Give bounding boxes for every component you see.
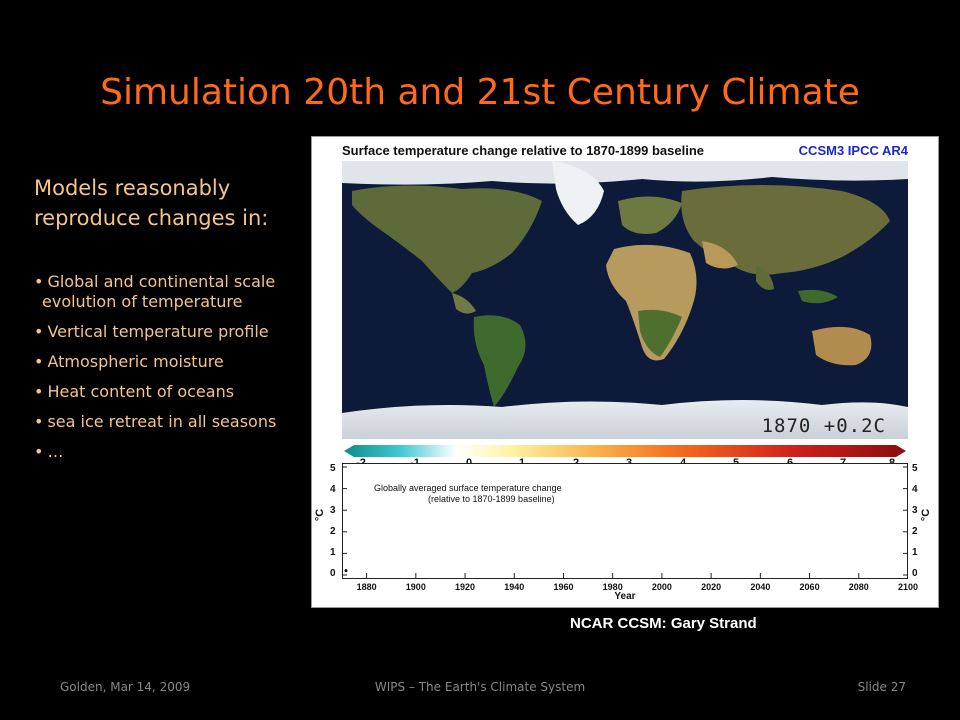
bullet-glyph: • — [34, 272, 44, 291]
bullet-text-cont: evolution of temperature — [42, 292, 243, 311]
y-tick: 0 — [330, 568, 336, 579]
y-tick: 3 — [330, 505, 336, 516]
footer-date: Golden, Mar 14, 2009 — [60, 680, 191, 694]
bullet-text: … — [47, 442, 64, 461]
figure-title: Surface temperature change relative to 1… — [342, 143, 705, 158]
bullet-glyph: • — [34, 322, 44, 341]
y-tick: 4 — [330, 484, 336, 495]
bullet-item: • sea ice retreat in all seasons — [34, 412, 324, 432]
intro-text: Models reasonably reproduce changes in: — [34, 173, 334, 233]
y-tick: 5 — [330, 463, 336, 474]
world-map-image — [342, 161, 908, 439]
figure-credit: NCAR CCSM: Gary Strand — [570, 615, 757, 632]
footer-presentation-title: WIPS – The Earth's Climate System — [374, 680, 586, 694]
bullet-glyph: • — [34, 442, 44, 461]
bullet-text: Heat content of oceans — [47, 382, 235, 401]
y-tick: 1 — [912, 547, 918, 558]
y-tick: 0 — [912, 568, 918, 579]
x-tick: 2080 — [848, 582, 869, 592]
bullet-item: • Global and continental scale evolution … — [34, 272, 324, 312]
x-tick: 1900 — [405, 582, 426, 592]
bullet-glyph: • — [34, 382, 44, 401]
x-tick: 1880 — [356, 582, 377, 592]
x-tick: 2100 — [897, 582, 919, 592]
intro-line-1: Models reasonably — [34, 176, 231, 200]
chart-caption-line-1: Globally averaged surface temperature ch… — [374, 483, 562, 493]
world-map: 1870 +0.2C — [342, 161, 908, 439]
bullet-item: • Heat content of oceans — [34, 382, 324, 402]
bullet-glyph: • — [34, 352, 44, 371]
footer-slide-number: Slide 27 — [857, 680, 906, 694]
bullet-text: Global and continental scale — [47, 272, 276, 291]
intro-line-2: reproduce changes in: — [34, 206, 269, 230]
y-tick: 5 — [912, 463, 918, 474]
x-tick: 1940 — [504, 582, 525, 592]
chart-caption: Globally averaged surface temperature ch… — [374, 483, 562, 505]
bullet-glyph: • — [34, 412, 44, 431]
y-tick: 1 — [330, 547, 336, 558]
bullet-item: •… — [34, 442, 324, 462]
y-tick: 3 — [912, 505, 918, 516]
climate-figure: Surface temperature change relative to 1… — [311, 136, 939, 608]
x-tick: 1920 — [455, 582, 476, 592]
x-axis-label: Year — [614, 591, 636, 602]
y-axis-label-right: °C — [920, 508, 933, 522]
chart-frame — [342, 463, 908, 579]
y-tick: 2 — [330, 526, 336, 537]
slide-title: Simulation 20th and 21st Century Climate — [100, 72, 860, 113]
y-axis-label-left: °C — [314, 508, 327, 522]
x-tick: 1980 — [602, 582, 623, 592]
bullet-item: • Vertical temperature profile — [34, 322, 324, 342]
x-tick: 2000 — [651, 582, 672, 592]
x-tick: 2060 — [799, 582, 820, 592]
bullet-list: • Global and continental scale evolution … — [34, 272, 324, 472]
y-tick: 4 — [912, 484, 918, 495]
year-anomaly-label: 1870 +0.2C — [761, 415, 886, 437]
x-tick: 1960 — [553, 582, 574, 592]
bullet-item: • Atmospheric moisture — [34, 352, 324, 372]
x-tick: 2040 — [750, 582, 771, 592]
temperature-chart — [342, 463, 908, 579]
chart-caption-line-2: (relative to 1870-1899 baseline) — [428, 494, 555, 504]
data-point — [344, 569, 348, 573]
x-tick: 2020 — [701, 582, 722, 592]
figure-tag: CCSM3 IPCC AR4 — [798, 143, 908, 158]
bullet-text: sea ice retreat in all seasons — [47, 412, 277, 431]
bullet-text: Vertical temperature profile — [47, 322, 269, 341]
bullet-text: Atmospheric moisture — [47, 352, 224, 371]
color-scale-bar — [344, 445, 906, 457]
y-tick: 2 — [912, 526, 918, 537]
